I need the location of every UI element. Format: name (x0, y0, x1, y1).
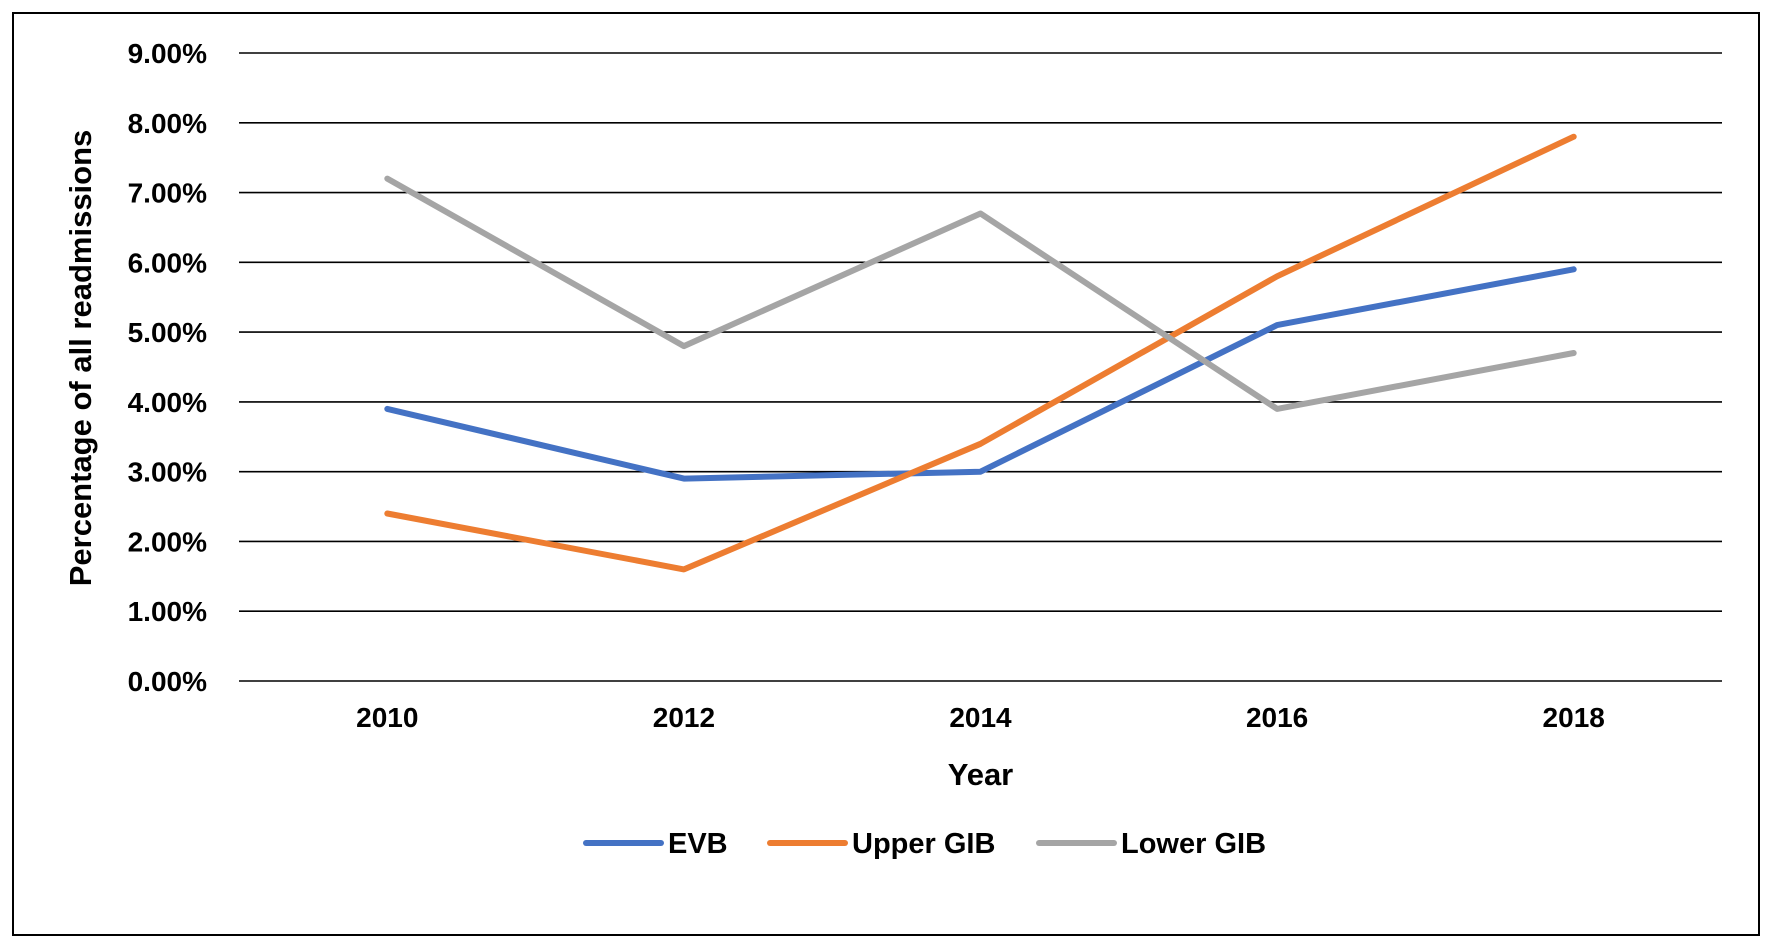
y-tick-label: 1.00% (128, 596, 207, 627)
y-tick-label: 7.00% (128, 178, 207, 209)
y-axis-ticks: 0.00% 1.00% 2.00% 3.00% 4.00% 5.00% 6.00% 7.00%… (128, 38, 207, 697)
y-tick-label: 4.00% (128, 387, 207, 418)
series-line-evb (384, 266, 1577, 482)
x-axis-ticks: 2010 2012 2014 2016 2018 (356, 702, 1605, 733)
chart-frame: 0.00% 1.00% 2.00% 3.00% 4.00% 5.00% 6.00% 7.00%… (12, 12, 1760, 936)
y-tick-label: 3.00% (128, 457, 207, 488)
legend-label-evb: EVB (668, 828, 728, 860)
y-tick-label: 2.00% (128, 526, 207, 557)
y-axis-title: Percentage of all readmissions (63, 130, 98, 587)
y-tick-label: 9.00% (128, 38, 207, 69)
legend: EVB Upper GIB Lower GIB (583, 828, 1266, 860)
x-tick-label: 2014 (949, 702, 1012, 733)
y-tick-label: 6.00% (128, 247, 207, 278)
series-line-upper-gib (384, 133, 1577, 573)
y-tick-label: 5.00% (128, 317, 207, 348)
x-tick-label: 2010 (356, 702, 418, 733)
series-line-lower-gib (384, 175, 1577, 412)
x-tick-label: 2018 (1543, 702, 1605, 733)
x-axis-title: Year (948, 757, 1014, 792)
x-tick-label: 2016 (1246, 702, 1308, 733)
line-chart: 0.00% 1.00% 2.00% 3.00% 4.00% 5.00% 6.00% 7.00%… (63, 38, 1722, 860)
legend-label-lower-gib: Lower GIB (1121, 828, 1266, 860)
gridlines (239, 52, 1722, 682)
y-tick-label: 0.00% (128, 666, 207, 697)
legend-label-upper-gib: Upper GIB (852, 828, 995, 860)
x-tick-label: 2012 (653, 702, 715, 733)
y-tick-label: 8.00% (128, 108, 207, 139)
series-lines (384, 133, 1577, 573)
